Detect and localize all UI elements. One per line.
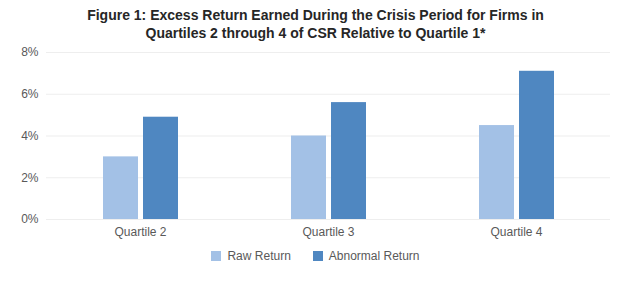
html-text:Raw Return: Raw Return xyxy=(227,249,291,263)
html-text:Figure 1: Excess Return Earned: Figure 1: Excess Return Earned During th… xyxy=(87,7,544,41)
html-text:Abnormal Return: Abnormal Return xyxy=(328,249,420,263)
svg-text:2%: 2% xyxy=(21,171,39,185)
svg-text:Quartile 2: Quartile 2 xyxy=(114,225,166,239)
svg-text:Quartile 4: Quartile 4 xyxy=(490,225,542,239)
svg-text:8%: 8% xyxy=(21,45,39,59)
svg-text:6%: 6% xyxy=(21,87,39,101)
svg-text:0%: 0% xyxy=(21,212,39,226)
svg-text:4%: 4% xyxy=(21,129,39,143)
svg-text:Quartile 3: Quartile 3 xyxy=(302,225,354,239)
